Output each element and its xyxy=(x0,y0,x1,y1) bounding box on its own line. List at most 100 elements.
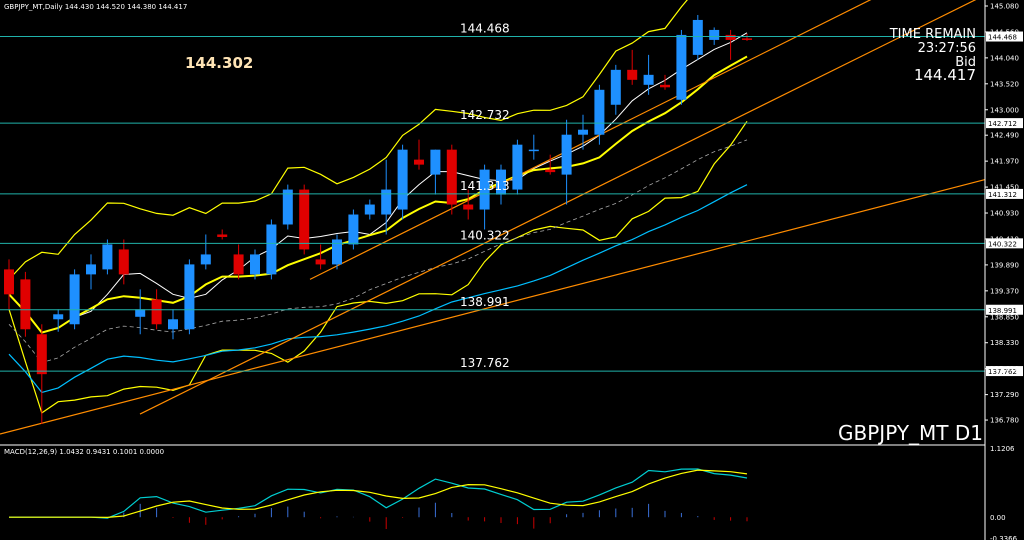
candle-body xyxy=(446,149,457,205)
candle-body xyxy=(332,239,342,265)
candle-body xyxy=(4,269,14,295)
candle-body xyxy=(528,149,539,152)
candle-body xyxy=(364,204,375,215)
candle-body xyxy=(725,34,736,40)
candle-body xyxy=(512,144,523,190)
level-axis-label: 142.712 xyxy=(988,120,1017,128)
band-upper-line xyxy=(8,0,688,280)
trendline-channel xyxy=(309,0,872,280)
candle-body xyxy=(660,84,670,88)
y-tick-label: 141.450 xyxy=(990,184,1019,192)
bid-value: 144.417 xyxy=(914,66,976,84)
macd-tick-label: 0.00 xyxy=(990,514,1006,522)
y-tick-label: 139.890 xyxy=(990,261,1019,269)
ma-dashed-line xyxy=(8,139,748,363)
ma-slow-line xyxy=(8,184,748,394)
candle-body xyxy=(20,279,31,330)
y-tick-label: 144.040 xyxy=(990,54,1019,62)
candle-body xyxy=(627,69,638,80)
candle-body xyxy=(151,299,162,325)
candle-body xyxy=(397,149,408,210)
band-lower-line xyxy=(8,120,748,414)
time-remain-value: 23:27:56 xyxy=(918,41,976,56)
y-tick-label: 143.000 xyxy=(990,106,1019,114)
y-tick-label: 139.370 xyxy=(990,287,1019,295)
level-axis-label: 141.312 xyxy=(988,191,1017,199)
candle-body xyxy=(282,189,293,225)
level-label: 144.468 xyxy=(460,22,510,36)
candle-body xyxy=(578,129,588,135)
y-tick-label: 136.780 xyxy=(990,417,1019,425)
level-label: 141.313 xyxy=(460,179,510,193)
y-tick-label: 145.080 xyxy=(990,2,1019,10)
candle-body xyxy=(676,34,687,100)
level-label: 142.732 xyxy=(460,108,510,122)
macd-label: MACD(12,26,9) 1.0432 0.9431 0.1001 0.000… xyxy=(4,448,164,456)
macd-tick-label: 1.1206 xyxy=(990,445,1015,453)
level-axis-label: 140.322 xyxy=(988,240,1017,248)
level-axis-box xyxy=(986,118,1023,129)
y-tick-label: 137.290 xyxy=(990,391,1019,399)
time-remain-label: TIME REMAIN xyxy=(889,27,976,42)
candle-body xyxy=(348,214,359,245)
level-axis-box xyxy=(986,304,1023,315)
candle-body xyxy=(266,224,277,275)
candle-body xyxy=(86,264,96,275)
candle-body xyxy=(53,314,64,320)
trendline-upper xyxy=(139,0,977,415)
candle-body xyxy=(545,169,556,173)
ma-mid-line xyxy=(8,55,748,334)
candle-body xyxy=(118,249,129,275)
price-label: 144.302 xyxy=(185,54,253,72)
candle-body xyxy=(200,254,211,265)
level-axis-label: 138.991 xyxy=(988,307,1017,315)
candle-body xyxy=(742,38,752,40)
candle-body xyxy=(709,29,720,40)
candle-body xyxy=(168,319,178,330)
macd-line xyxy=(9,468,748,519)
candle-body xyxy=(315,259,326,265)
candle-body xyxy=(610,69,621,105)
y-tick-label: 144.560 xyxy=(990,28,1019,36)
candle-body xyxy=(135,309,146,317)
level-axis-box xyxy=(986,31,1023,42)
y-tick-label: 142.490 xyxy=(990,132,1019,140)
candle-body xyxy=(463,204,474,210)
y-tick-label: 140.930 xyxy=(990,210,1019,218)
y-tick-label: 141.970 xyxy=(990,158,1019,166)
y-tick-label: 138.330 xyxy=(990,339,1019,347)
candle-body xyxy=(594,89,605,135)
level-label: 140.322 xyxy=(460,228,510,242)
y-tick-label: 137.810 xyxy=(990,365,1019,373)
trendline-lower xyxy=(0,179,986,435)
level-label: 137.762 xyxy=(460,356,510,370)
symbol-info: GBPJPY_MT,Daily 144.430 144.520 144.380 … xyxy=(4,3,187,11)
ma-fast-line xyxy=(8,32,748,334)
candle-body xyxy=(299,189,310,250)
candle-body xyxy=(496,169,506,195)
macd-signal-line xyxy=(9,469,748,519)
candle-body xyxy=(643,74,654,85)
level-axis-box xyxy=(986,188,1023,199)
y-tick-label: 143.520 xyxy=(990,80,1019,88)
level-axis-label: 137.762 xyxy=(988,368,1017,376)
candle-body xyxy=(479,169,490,210)
macd-tick-label: -0.3366 xyxy=(990,535,1018,540)
y-tick-label: 140.410 xyxy=(990,235,1019,243)
level-axis-label: 144.468 xyxy=(988,34,1017,42)
candle-body xyxy=(250,254,260,275)
candle-body xyxy=(36,334,47,375)
candle-body xyxy=(430,149,441,175)
level-label: 138.991 xyxy=(460,295,510,309)
candle-body xyxy=(381,189,392,215)
candle-body xyxy=(233,254,244,275)
candle-body xyxy=(69,274,80,325)
bid-label: Bid xyxy=(955,55,976,70)
candle-body xyxy=(561,134,572,175)
candle-body xyxy=(102,244,113,270)
candle-body xyxy=(414,159,424,165)
level-axis-box xyxy=(986,238,1023,249)
level-axis-box xyxy=(986,366,1023,377)
y-tick-label: 138.850 xyxy=(990,313,1019,321)
